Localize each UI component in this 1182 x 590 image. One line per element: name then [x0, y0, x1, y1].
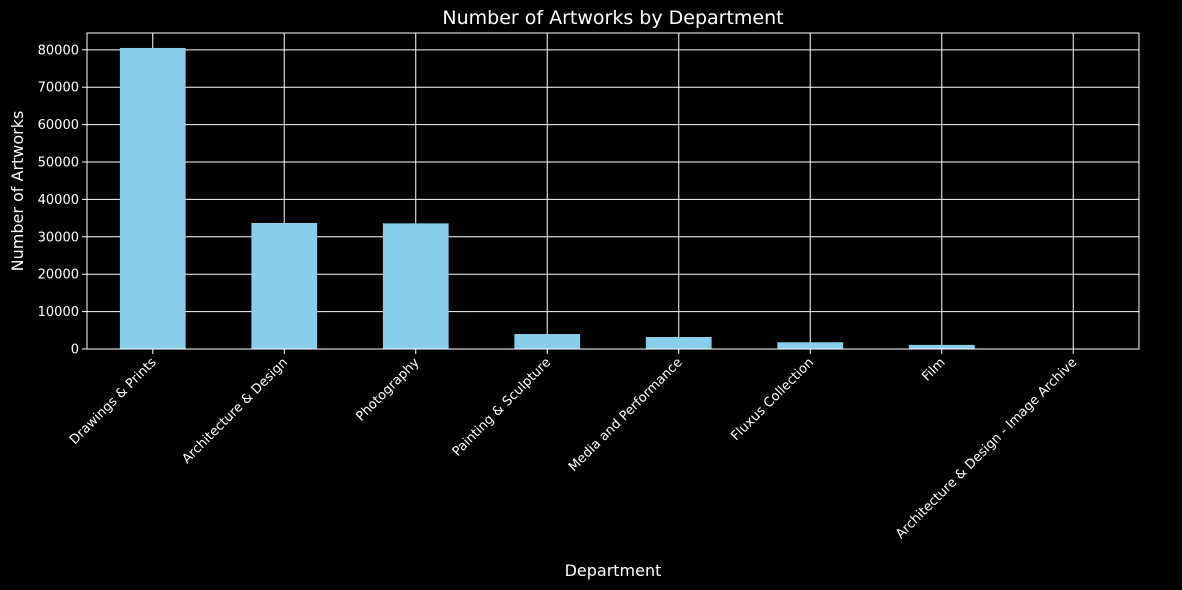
x-tick-label: Architecture & Design [179, 355, 291, 467]
bar [777, 342, 844, 349]
y-tick-label: 30000 [38, 230, 79, 245]
y-tick-label: 70000 [38, 81, 79, 96]
bar [382, 223, 449, 349]
x-axis-ticks: Drawings & Prints Architecture & Design Ph… [67, 349, 1080, 542]
y-tick-label: 10000 [38, 305, 79, 320]
y-tick-label: 20000 [38, 268, 79, 283]
y-tick-label: 0 [71, 343, 79, 358]
x-axis-title: Department [565, 561, 662, 580]
bar [645, 337, 712, 349]
y-axis-ticks: 0 10000 20000 30000 40000 50000 60000 70000 8000… [38, 43, 87, 358]
x-tick-label: Media and Performance [566, 355, 686, 475]
chart-title: Number of Artworks by Department [442, 7, 783, 29]
y-tick-label: 60000 [38, 118, 79, 133]
bars [119, 47, 1107, 349]
x-tick-label: Drawings & Prints [67, 355, 160, 448]
plot-frame [86, 32, 1140, 350]
x-tick-label: Painting & Sculpture [450, 355, 554, 459]
bar [251, 222, 318, 349]
y-axis-title: Number of Artworks [8, 111, 27, 272]
x-tick-label: Fluxus Collection [728, 355, 817, 444]
bar [908, 344, 975, 349]
y-tick-label: 50000 [38, 156, 79, 171]
y-tick-label: 40000 [38, 193, 79, 208]
x-tick-label: Photography [353, 355, 422, 424]
y-tick-label: 80000 [38, 43, 79, 58]
x-tick-label: Film [919, 355, 948, 384]
bar [119, 47, 186, 349]
grid [87, 33, 1139, 350]
x-tick-label: Architecture & Design - Image Archive [893, 355, 1080, 542]
bar [514, 334, 581, 349]
